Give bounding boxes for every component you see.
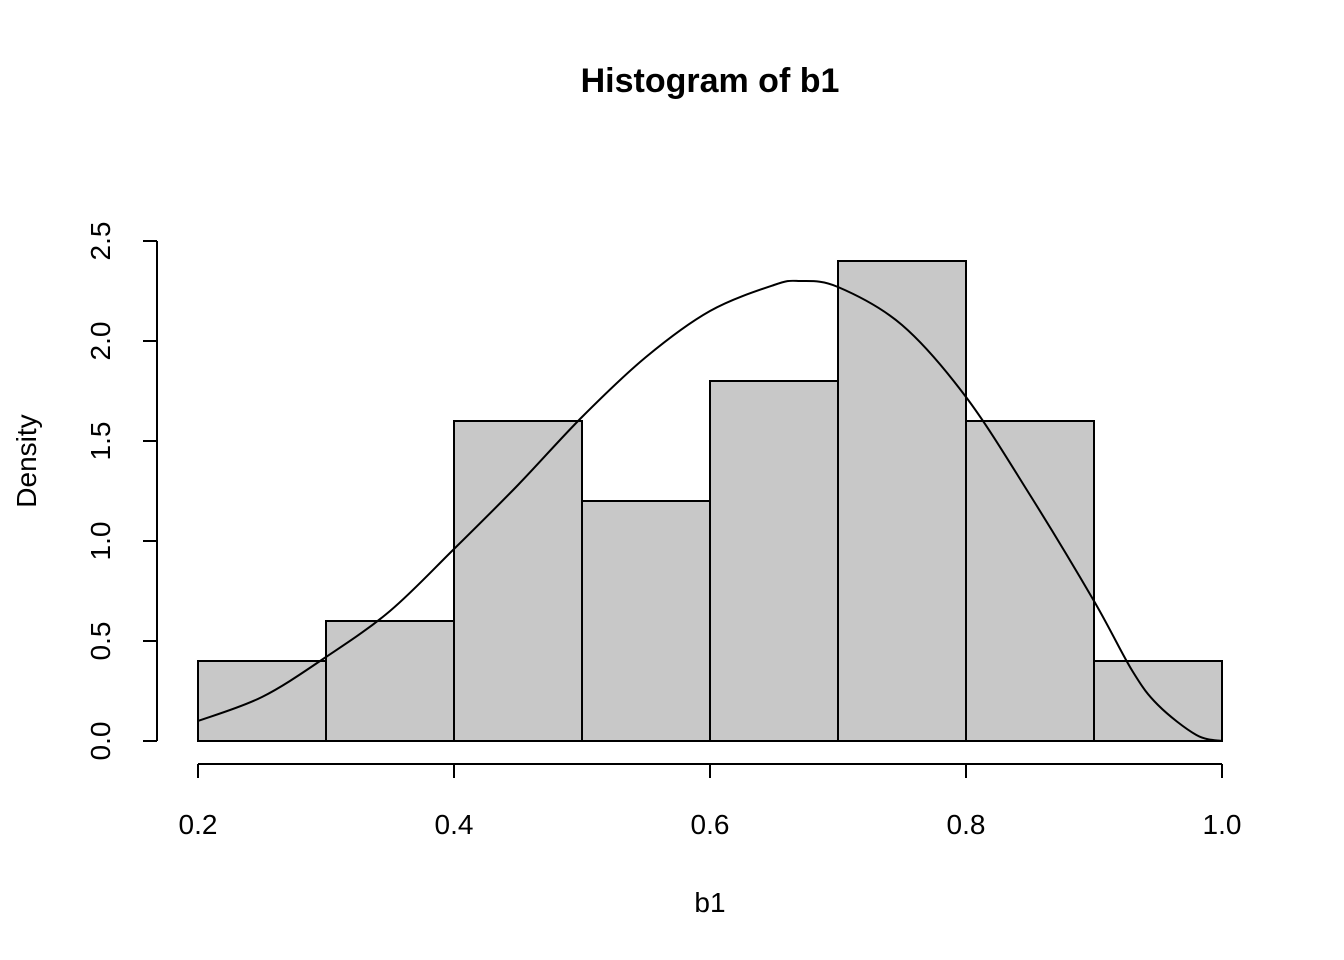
histogram-bar-8 — [1093, 660, 1223, 742]
y-tick-label-5: 2.5 — [85, 222, 116, 261]
bars-group — [197, 260, 1223, 742]
y-axis: 0.0 0.5 1.0 1.5 2.0 2.5 — [85, 222, 158, 761]
density-curve — [197, 279, 1223, 742]
histogram-bar-3 — [453, 420, 583, 742]
x-tick-label-4: 1.0 — [1203, 809, 1242, 840]
x-tick-label-3: 0.8 — [947, 809, 986, 840]
y-tick-label-0: 0.0 — [85, 722, 116, 761]
x-tick-label-0: 0.2 — [179, 809, 218, 840]
y-axis-label: Density — [11, 414, 42, 507]
histogram-bar-2 — [325, 620, 455, 742]
histogram-bar-5 — [709, 380, 839, 742]
x-tick-label-2: 0.6 — [691, 809, 730, 840]
x-axis-label: b1 — [694, 887, 725, 918]
x-tick-label-1: 0.4 — [435, 809, 474, 840]
y-tick-label-3: 1.5 — [85, 422, 116, 461]
y-tick-label-4: 2.0 — [85, 322, 116, 361]
histogram-bar-4 — [581, 500, 711, 742]
histogram-bar-7 — [965, 420, 1095, 742]
chart-title: Histogram of b1 — [581, 62, 840, 100]
y-tick-label-2: 1.0 — [85, 522, 116, 561]
x-axis: 0.2 0.4 0.6 0.8 1.0 — [179, 763, 1242, 840]
histogram-bar-1 — [197, 660, 327, 742]
y-tick-label-1: 0.5 — [85, 622, 116, 661]
histogram-bar-6 — [837, 260, 967, 742]
